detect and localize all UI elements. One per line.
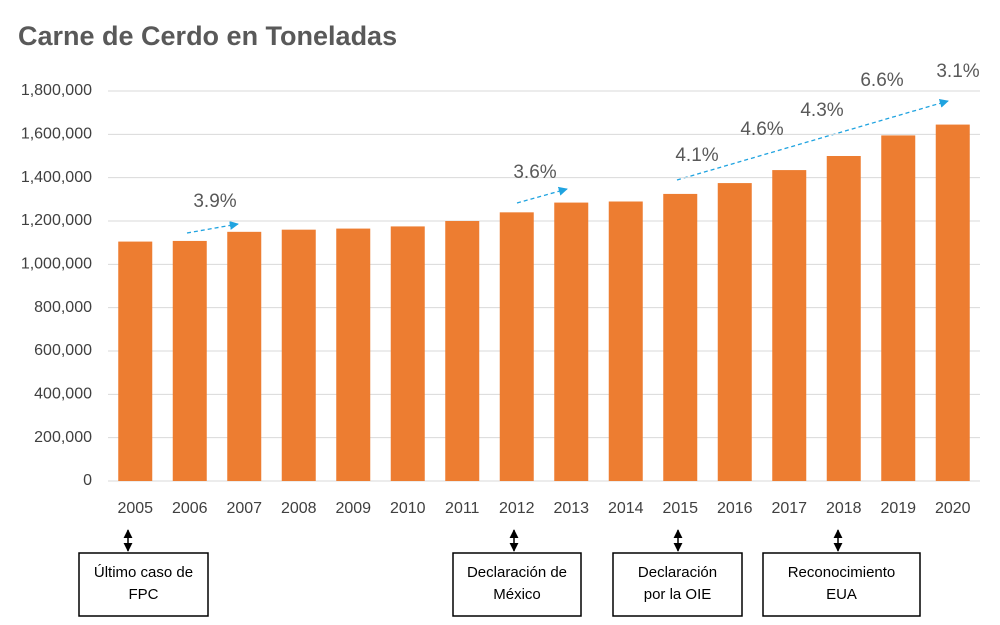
growth-label: 4.3%	[800, 100, 843, 121]
event-label: EUA	[826, 586, 857, 603]
y-tick-label: 200,000	[34, 429, 92, 446]
trend-arrow	[516, 186, 568, 204]
x-tick-label: 2019	[880, 500, 916, 517]
bar	[390, 226, 425, 481]
y-tick-label: 1,800,000	[21, 82, 92, 99]
y-tick-label: 1,400,000	[21, 169, 92, 186]
bar	[281, 229, 316, 481]
bar	[172, 240, 207, 481]
x-tick-label: 2005	[117, 500, 153, 517]
bar	[227, 231, 262, 481]
growth-label: 6.6%	[860, 70, 903, 91]
growth-label: 3.9%	[193, 191, 236, 212]
bar	[608, 201, 643, 481]
bar	[881, 135, 916, 481]
event-label: Último caso de	[94, 564, 193, 581]
event-box	[78, 552, 209, 617]
x-tick-label: 2014	[608, 500, 644, 517]
x-tick-label: 2007	[226, 500, 262, 517]
growth-label: 3.6%	[513, 162, 556, 183]
growth-label: 3.1%	[936, 61, 979, 82]
x-tick-label: 2012	[499, 500, 535, 517]
event-label: por la OIE	[644, 586, 712, 603]
bar	[118, 241, 153, 481]
x-tick-label: 2013	[553, 500, 589, 517]
y-tick-label: 1,000,000	[21, 256, 92, 273]
bar	[663, 193, 698, 481]
trend-arrow	[186, 220, 239, 234]
x-tick-label: 2018	[826, 500, 862, 517]
x-tick-label: 2016	[717, 500, 753, 517]
event-label: Declaración	[638, 564, 717, 581]
event-box	[762, 552, 921, 617]
growth-label: 4.6%	[740, 119, 783, 140]
x-tick-label: 2006	[172, 500, 208, 517]
x-tick-label: 2011	[445, 500, 480, 517]
bar	[445, 221, 480, 481]
y-tick-label: 0	[83, 472, 92, 489]
chart-title: Carne de Cerdo en Toneladas	[18, 21, 397, 51]
bar	[772, 170, 807, 482]
bar	[826, 156, 861, 481]
bar	[336, 228, 371, 481]
event-label: Declaración de	[467, 564, 567, 581]
x-tick-label: 2017	[771, 500, 807, 517]
y-tick-label: 400,000	[34, 386, 92, 403]
event-label: Reconocimiento	[788, 564, 896, 581]
event-label: México	[493, 586, 541, 603]
x-tick-label: 2008	[281, 500, 317, 517]
event-box	[452, 552, 582, 617]
x-tick-label: 2009	[335, 500, 371, 517]
event-box	[612, 552, 743, 617]
y-tick-label: 1,600,000	[21, 126, 92, 143]
bar	[499, 212, 534, 482]
x-tick-label: 2010	[390, 500, 426, 517]
x-tick-label: 2020	[935, 500, 971, 517]
event-label: FPC	[129, 586, 159, 603]
y-tick-label: 800,000	[34, 299, 92, 316]
trend-arrow	[676, 98, 949, 181]
y-tick-label: 600,000	[34, 342, 92, 359]
x-tick-label: 2015	[662, 500, 698, 517]
bar	[717, 183, 752, 482]
bar	[554, 202, 589, 482]
growth-label: 4.1%	[675, 145, 718, 166]
y-tick-label: 1,200,000	[21, 212, 92, 229]
bar	[935, 124, 970, 481]
